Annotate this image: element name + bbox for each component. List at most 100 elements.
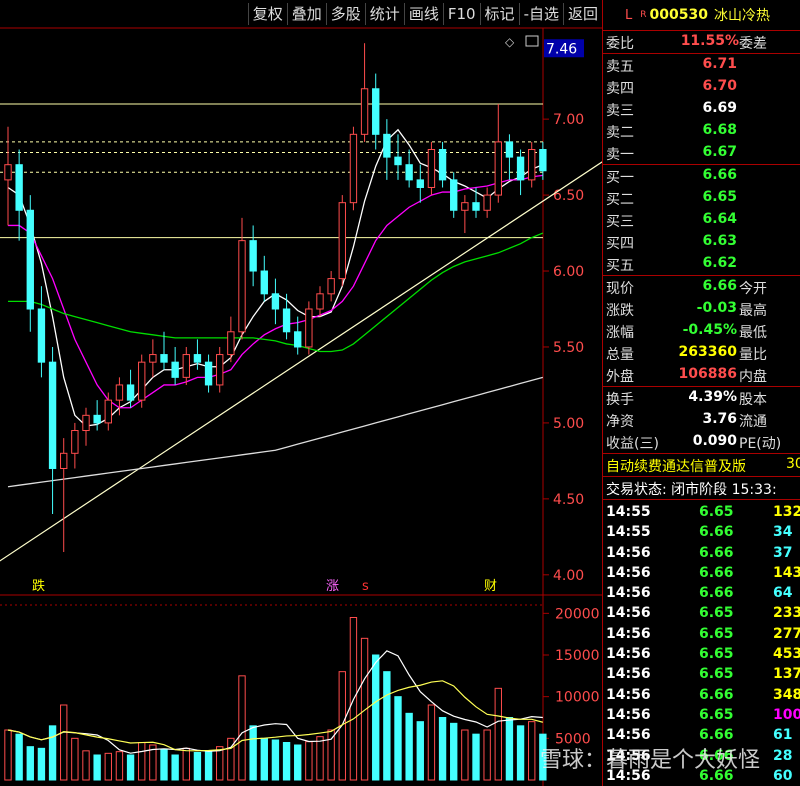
stock-badge: R bbox=[640, 10, 647, 20]
volume-bar bbox=[383, 671, 391, 781]
tick-price: 6.65 bbox=[699, 646, 734, 663]
stats-label: 收益(三) bbox=[606, 436, 659, 452]
toolbar-item-2[interactable]: 多股 bbox=[325, 3, 365, 25]
chart-background bbox=[0, 0, 602, 786]
candle-body bbox=[104, 399, 112, 424]
tick-row: 14:56 6.66 61 bbox=[603, 726, 800, 746]
candle-body bbox=[494, 141, 502, 196]
volume-bar bbox=[305, 741, 313, 781]
volume-bar bbox=[528, 721, 536, 781]
moving-average-line bbox=[8, 232, 544, 353]
tick-row: 14:56 6.65 1003 bbox=[603, 706, 800, 726]
diamond-icon[interactable]: ◇ bbox=[505, 35, 515, 49]
asks-row: 卖二 6.68 bbox=[603, 120, 800, 142]
toolbar-item-6[interactable]: 标记 bbox=[479, 3, 519, 25]
trade-status-row: 交易状态: 闭市阶段 15:33: bbox=[603, 476, 800, 499]
tick-row: 14:56 6.66 28 bbox=[603, 747, 800, 767]
stats-row: 净资 3.76 流通 bbox=[603, 409, 800, 431]
quote-value: 263360 bbox=[678, 344, 737, 360]
candle-body bbox=[26, 209, 34, 310]
volume-bar bbox=[160, 749, 168, 781]
tick-volume: 132 bbox=[773, 504, 800, 520]
toolbar-item-7[interactable]: -自选 bbox=[518, 3, 563, 25]
tick-volume: 233 bbox=[773, 605, 800, 622]
quote-panel: L R 000530 冰山冷热 委比 11.55% 委差 卖五 6.71 卖四 6.7… bbox=[602, 0, 800, 786]
toolbar-item-4[interactable]: 画线 bbox=[403, 3, 443, 25]
quote-row: 外盘 106886 内盘 bbox=[603, 364, 800, 386]
quote-stats: 现价 6.66 今开 涨跌 -0.03 最高 涨幅 -0.45% 最低 总量 263360 量比 外盘 1… bbox=[603, 275, 800, 386]
tick-list[interactable]: 14:55 6.65 132 14:55 6.66 34 14:56 6.66 37 14:56 6… bbox=[603, 499, 800, 786]
price-tick-label: 6.50 bbox=[553, 188, 584, 204]
toolbar-item-1[interactable]: 叠加 bbox=[286, 3, 326, 25]
volume-ma-line bbox=[7, 680, 544, 752]
tick-price: 6.66 bbox=[699, 727, 734, 744]
price-tick-label: 4.50 bbox=[553, 492, 584, 508]
volume-bar bbox=[360, 637, 369, 781]
volume-bar bbox=[171, 754, 179, 781]
volume-bar bbox=[483, 729, 491, 781]
candle-body bbox=[294, 331, 302, 348]
asks-price: 6.69 bbox=[702, 100, 737, 116]
candle-body bbox=[438, 149, 447, 181]
tick-row: 14:55 6.65 132 bbox=[603, 503, 800, 523]
tick-time: 14:56 bbox=[606, 747, 651, 764]
candle-body bbox=[349, 133, 358, 204]
event-marker[interactable]: 跌 bbox=[32, 578, 45, 594]
tick-volume: 137 bbox=[773, 666, 800, 683]
window-icon[interactable] bbox=[525, 35, 539, 47]
tick-price: 6.66 bbox=[699, 686, 734, 703]
asks-row: 卖五 6.71 bbox=[603, 54, 800, 76]
stats-label2: 流通 bbox=[739, 414, 767, 430]
volume-bar bbox=[48, 725, 57, 781]
stats-value: 0.090 bbox=[692, 433, 737, 449]
bids-row: 买三 6.64 bbox=[603, 209, 800, 231]
bids-price: 6.63 bbox=[702, 233, 737, 249]
volume-bar bbox=[472, 733, 480, 781]
volume-bar bbox=[416, 721, 424, 781]
tick-volume: 143 bbox=[773, 564, 800, 581]
candle-body bbox=[171, 361, 179, 378]
candle-body bbox=[193, 354, 202, 363]
tick-price: 6.65 bbox=[699, 666, 734, 683]
candle-body bbox=[271, 293, 280, 310]
tick-volume: 61 bbox=[773, 727, 793, 744]
tick-volume: 453 bbox=[773, 646, 800, 663]
event-marker[interactable]: 财 bbox=[484, 579, 497, 594]
quote-label2: 量比 bbox=[739, 347, 767, 363]
trendline[interactable] bbox=[0, 150, 602, 571]
current-price-box bbox=[544, 39, 584, 58]
trade-status: 交易状态: 闭市阶段 15:33: bbox=[606, 482, 777, 498]
candle-body bbox=[82, 414, 90, 432]
candle-body bbox=[60, 452, 68, 469]
quote-row: 涨幅 -0.45% 最低 bbox=[603, 320, 800, 342]
candle-body bbox=[461, 202, 469, 211]
tick-price: 6.66 bbox=[699, 767, 734, 784]
bid-book: 买一 6.66 买二 6.65 买三 6.64 买四 6.63 买五 6.62 bbox=[603, 164, 800, 275]
stock-prefix: L bbox=[625, 7, 633, 23]
bids-row: 买一 6.66 bbox=[603, 165, 800, 187]
promo-banner[interactable]: 自动续费通达信普及版 30 bbox=[603, 453, 800, 476]
quote-value: 6.66 bbox=[702, 278, 737, 294]
event-marker[interactable]: s bbox=[362, 579, 369, 594]
quote-label2: 最高 bbox=[739, 303, 767, 319]
toolbar-item-8[interactable]: 返回 bbox=[562, 3, 602, 25]
candle-body bbox=[416, 179, 424, 188]
toolbar-item-5[interactable]: F10 bbox=[442, 3, 480, 25]
asks-row: 卖一 6.67 bbox=[603, 142, 800, 164]
asks-price: 6.71 bbox=[702, 56, 737, 72]
tick-volume: 1003 bbox=[773, 706, 800, 723]
volume-bar bbox=[372, 654, 380, 781]
quote-row: 现价 6.66 今开 bbox=[603, 276, 800, 298]
event-marker[interactable]: 涨 bbox=[326, 579, 339, 594]
kline-chart[interactable]: 7.00 6.50 6.00 5.50 5.00 4.50 4.00 7.46 20000 150… bbox=[0, 0, 602, 786]
bids-row: 买四 6.63 bbox=[603, 231, 800, 253]
volume-tick-label: 5000 bbox=[555, 731, 591, 747]
tick-volume: 28 bbox=[773, 747, 793, 764]
toolbar-item-0[interactable]: 复权 bbox=[247, 3, 287, 25]
volume-bar bbox=[204, 750, 213, 781]
toolbar-item-3[interactable]: 统计 bbox=[364, 3, 404, 25]
candle-body bbox=[282, 308, 291, 333]
volume-bar bbox=[427, 704, 436, 781]
candle-body bbox=[483, 194, 491, 211]
quote-label: 现价 bbox=[606, 281, 634, 297]
